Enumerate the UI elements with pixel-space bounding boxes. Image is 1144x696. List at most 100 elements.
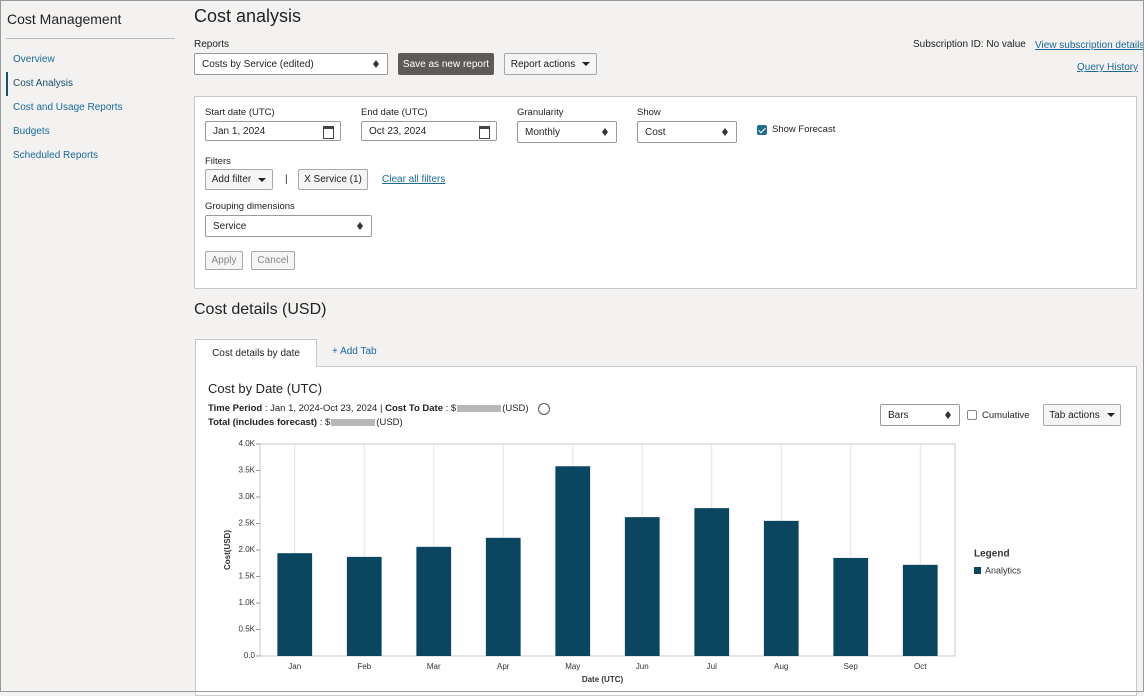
save-button-label: Save as new report	[402, 58, 490, 70]
page-title: Cost analysis	[194, 6, 302, 26]
grouping-select[interactable]: Service	[205, 215, 372, 237]
cost-to-date-label: Cost To Date	[385, 403, 443, 414]
cumulative-checkbox[interactable]	[967, 410, 977, 420]
info-icon[interactable]	[538, 403, 550, 415]
calendar-icon	[323, 126, 334, 139]
y-tick-label: 1.0K	[239, 598, 256, 607]
legend-swatch	[974, 567, 981, 574]
y-tick-label: 2.5K	[239, 519, 256, 528]
cumulative-label: Cumulative	[982, 410, 1030, 421]
legend-label: Analytics	[985, 565, 1022, 575]
query-history-link[interactable]: Query History	[1077, 62, 1139, 73]
legend-title: Legend	[974, 549, 1010, 560]
nav-item[interactable]: Overview	[13, 54, 55, 65]
total-label: Total (includes forecast)	[208, 417, 318, 428]
bar	[346, 556, 382, 656]
redacted	[331, 418, 376, 426]
subscription-link[interactable]: View subscription details	[1035, 40, 1144, 51]
total-suffix: (USD)	[376, 417, 403, 428]
total-line: Total (includes forecast) : $ (USD)	[208, 417, 403, 428]
report-select[interactable]: Costs by Service (edited)	[194, 53, 388, 75]
view-select[interactable]: Bars	[880, 404, 960, 426]
y-tick-label: 1.5K	[239, 572, 256, 581]
report-actions-label: Report actions	[510, 58, 576, 70]
y-tick-label: 2.0K	[239, 545, 256, 554]
x-tick-label: Feb	[357, 662, 371, 671]
x-tick-label: Sep	[844, 662, 859, 671]
bar	[763, 520, 799, 656]
forecast-checkbox[interactable]	[757, 125, 767, 135]
time-period-line: Time Period : Jan 1, 2024-Oct 23, 2024 |…	[208, 403, 529, 414]
y-tick-label: 0.5K	[239, 625, 256, 634]
tab-active[interactable]: Cost details by date	[195, 339, 317, 367]
bar	[555, 466, 591, 656]
x-tick-label: Jun	[636, 662, 649, 671]
tab-actions-label: Tab actions	[1049, 409, 1100, 421]
service-chip-label: X Service (1)	[304, 174, 362, 185]
total-prefix: : $	[319, 417, 331, 428]
cancel-label: Cancel	[257, 255, 289, 266]
save-button[interactable]: Save as new report	[398, 53, 494, 75]
cancel-button[interactable]: Cancel	[251, 251, 295, 270]
granularity-label: Granularity	[517, 107, 564, 118]
time-period-label: Time Period	[208, 403, 263, 414]
active-indicator	[6, 72, 8, 96]
y-tick-label: 3.5K	[239, 466, 256, 475]
y-tick-label: 3.0K	[239, 492, 256, 501]
clear-filters-link[interactable]: Clear all filters	[382, 174, 446, 185]
nav-item[interactable]: Budgets	[13, 126, 50, 137]
y-tick-label: 0.0	[244, 651, 256, 660]
add-tab[interactable]: + Add Tab	[332, 346, 377, 357]
nav-item-active[interactable]: Cost Analysis	[13, 78, 74, 89]
end-date-input[interactable]: Oct 23, 2024	[361, 121, 497, 141]
bar	[694, 508, 730, 656]
x-tick-label: Oct	[914, 662, 927, 671]
show-label: Show	[637, 107, 661, 118]
grouping-label: Grouping dimensions	[205, 201, 295, 212]
forecast-label: Show Forecast	[772, 124, 836, 135]
nav-item[interactable]: Scheduled Reports	[13, 150, 99, 161]
reports-label: Reports	[194, 39, 230, 50]
show-value: Cost	[645, 126, 666, 138]
separator: |	[285, 174, 288, 185]
bar	[485, 537, 521, 656]
chart-title: Cost by Date (UTC)	[208, 381, 323, 396]
calendar-icon	[479, 126, 490, 139]
add-filter-button[interactable]: Add filter	[205, 169, 273, 190]
service-chip[interactable]: X Service (1)	[298, 169, 368, 190]
show-select[interactable]: Cost	[637, 121, 737, 143]
filters-label: Filters	[205, 156, 231, 167]
time-period-value: : Jan 1, 2024-Oct 23, 2024 |	[264, 403, 383, 414]
apply-button[interactable]: Apply	[205, 251, 243, 270]
end-label: End date (UTC)	[361, 107, 428, 118]
subscription-id: Subscription ID: No value	[913, 39, 1026, 50]
cost-to-date-prefix: : $	[445, 403, 457, 414]
report-actions-button[interactable]: Report actions	[504, 53, 597, 75]
divider	[6, 38, 175, 39]
y-tick-label: 4.0K	[239, 439, 256, 448]
sidebar-title: Cost Management	[7, 11, 122, 27]
view-value: Bars	[888, 409, 909, 421]
bar	[416, 546, 452, 656]
start-date-value: Jan 1, 2024	[213, 125, 266, 137]
cost-to-date-suffix: (USD)	[502, 403, 529, 414]
report-select-value: Costs by Service (edited)	[202, 58, 314, 70]
end-date-value: Oct 23, 2024	[369, 125, 427, 137]
granularity-value: Monthly	[525, 126, 561, 138]
bar	[624, 517, 660, 656]
x-tick-label: Mar	[427, 662, 441, 671]
tab-label: Cost details by date	[212, 348, 300, 359]
chart: 0.0 0.5K 1.0K 1.5K 2.0K 2.5K 3.0K 3.5K 4.0K Jan Fe…	[223, 439, 1022, 684]
x-tick-label: May	[565, 662, 580, 671]
granularity-select[interactable]: Monthly	[517, 121, 617, 143]
details-title: Cost details (USD)	[194, 301, 327, 318]
grouping-value: Service	[213, 220, 247, 232]
nav-item[interactable]: Cost and Usage Reports	[13, 102, 123, 113]
start-date-input[interactable]: Jan 1, 2024	[205, 121, 341, 141]
bar	[833, 557, 869, 656]
apply-label: Apply	[211, 255, 237, 266]
x-tick-label: Apr	[497, 662, 510, 671]
add-filter-label: Add filter	[211, 174, 252, 185]
bar	[277, 553, 313, 656]
tab-actions-button[interactable]: Tab actions	[1043, 404, 1121, 426]
